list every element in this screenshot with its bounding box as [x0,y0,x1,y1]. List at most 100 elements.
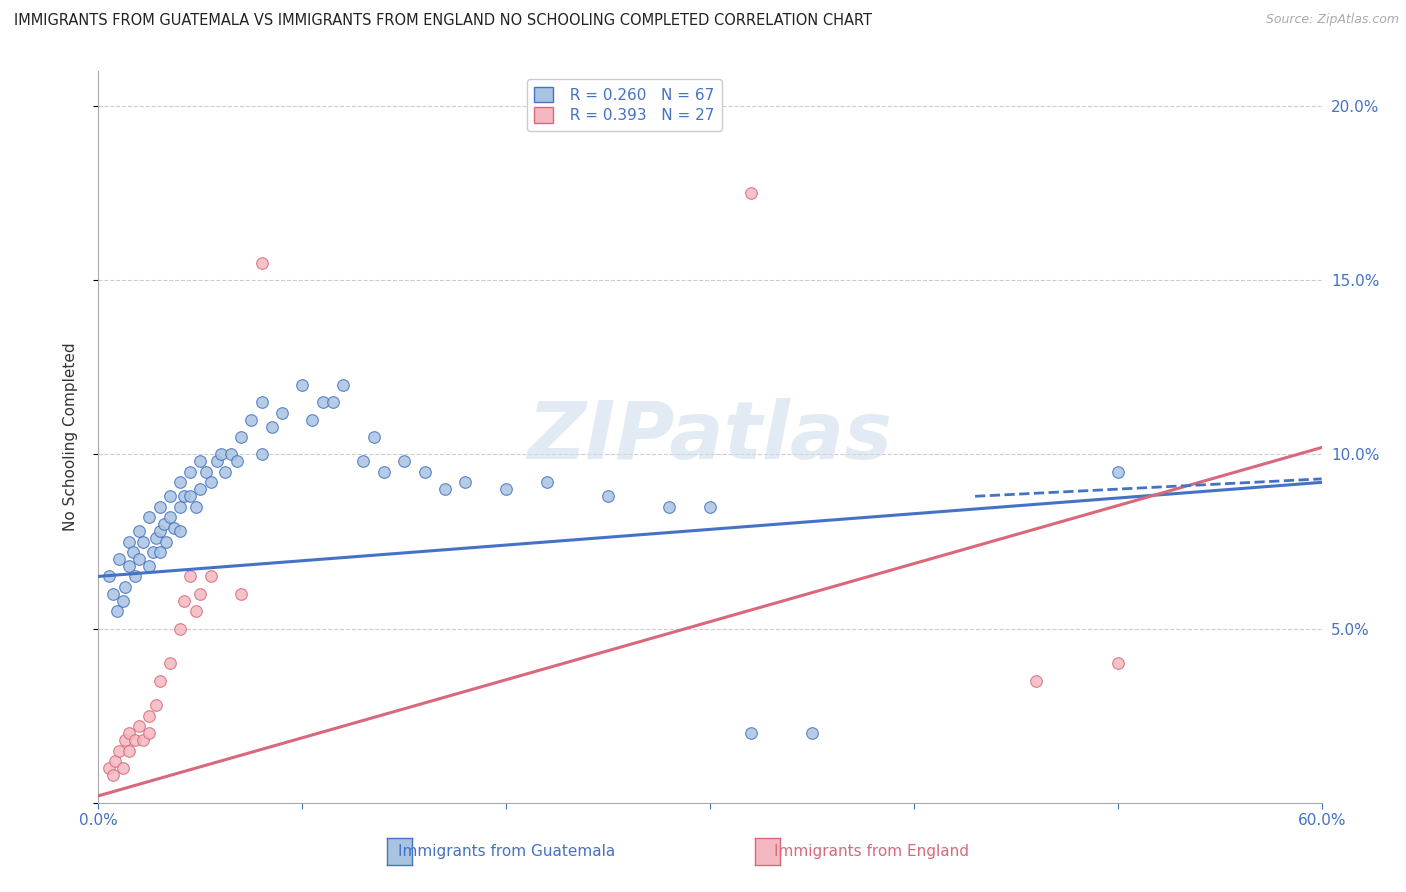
Point [240,412,263,426]
Point [108,743,131,757]
Point [104,754,127,768]
Point [101,587,124,601]
Point [149,545,172,559]
Point [495,483,517,497]
Point [118,534,141,549]
Point [312,395,335,409]
Point [132,733,155,747]
Point [195,465,218,479]
Legend:   R = 0.260   N = 67,   R = 0.393   N = 27: R = 0.260 N = 67, R = 0.393 N = 27 [527,79,723,131]
Point [108,552,131,566]
Point [392,454,416,468]
Point [169,475,191,490]
Point [145,531,167,545]
Point [145,698,167,713]
Y-axis label: No Schooling Completed: No Schooling Completed [63,343,77,532]
Point [111,761,134,775]
Point [188,587,212,601]
Point [332,377,354,392]
Point [159,489,181,503]
Point [209,448,232,462]
Point [658,500,681,514]
Point [598,489,620,503]
Point [434,483,457,497]
Point [536,475,558,490]
Point [188,454,212,468]
Point [186,604,208,618]
Text: Source: ZipAtlas.com: Source: ZipAtlas.com [1265,13,1399,27]
Point [270,406,294,420]
Text: IMMIGRANTS FROM GUATEMALA VS IMMIGRANTS FROM ENGLAND NO SCHOOLING COMPLETED CORR: IMMIGRANTS FROM GUATEMALA VS IMMIGRANTS … [14,13,872,29]
Text: ZIPatlas: ZIPatlas [527,398,893,476]
Text: Immigrants from England: Immigrants from England [775,845,969,859]
Text: Immigrants from Guatemala: Immigrants from Guatemala [398,845,614,859]
Point [179,569,201,583]
Point [169,524,191,538]
Point [149,524,172,538]
Point [169,500,191,514]
Point [373,465,395,479]
Point [124,569,146,583]
Point [159,657,181,671]
Point [1107,657,1129,671]
Point [97,761,120,775]
Point [163,521,186,535]
Point [205,454,228,468]
Point [454,475,477,490]
Point [155,534,177,549]
Point [301,412,323,426]
Point [138,558,160,573]
Point [159,510,181,524]
Point [128,719,150,733]
Point [105,604,128,618]
Point [740,726,762,740]
Point [97,569,120,583]
Point [200,475,222,490]
Point [173,489,195,503]
Point [260,419,283,434]
Point [124,733,146,747]
Point [322,395,344,409]
Point [231,587,253,601]
Point [226,454,249,468]
Point [118,743,141,757]
Point [138,726,160,740]
Point [128,552,150,566]
Point [250,256,273,270]
Point [219,448,242,462]
Point [114,733,136,747]
Point [250,395,273,409]
Point [128,524,150,538]
Point [138,708,160,723]
Point [114,580,136,594]
Point [1025,673,1047,688]
Point [138,510,160,524]
Point [179,489,201,503]
Point [699,500,721,514]
Point [132,534,155,549]
Point [352,454,374,468]
Point [152,517,174,532]
Point [413,465,436,479]
Point [173,594,195,608]
Point [179,465,201,479]
Point [118,558,141,573]
Point [231,430,253,444]
Point [214,465,236,479]
Point [1107,465,1129,479]
Point [149,500,172,514]
Point [363,430,385,444]
Point [200,569,222,583]
Point [101,768,124,782]
Point [149,673,172,688]
Point [111,594,134,608]
Point [291,377,314,392]
Point [142,545,165,559]
Point [186,500,208,514]
Point [169,622,191,636]
Point [118,726,141,740]
Point [801,726,824,740]
Point [250,448,273,462]
Point [740,186,762,201]
Point [122,545,145,559]
